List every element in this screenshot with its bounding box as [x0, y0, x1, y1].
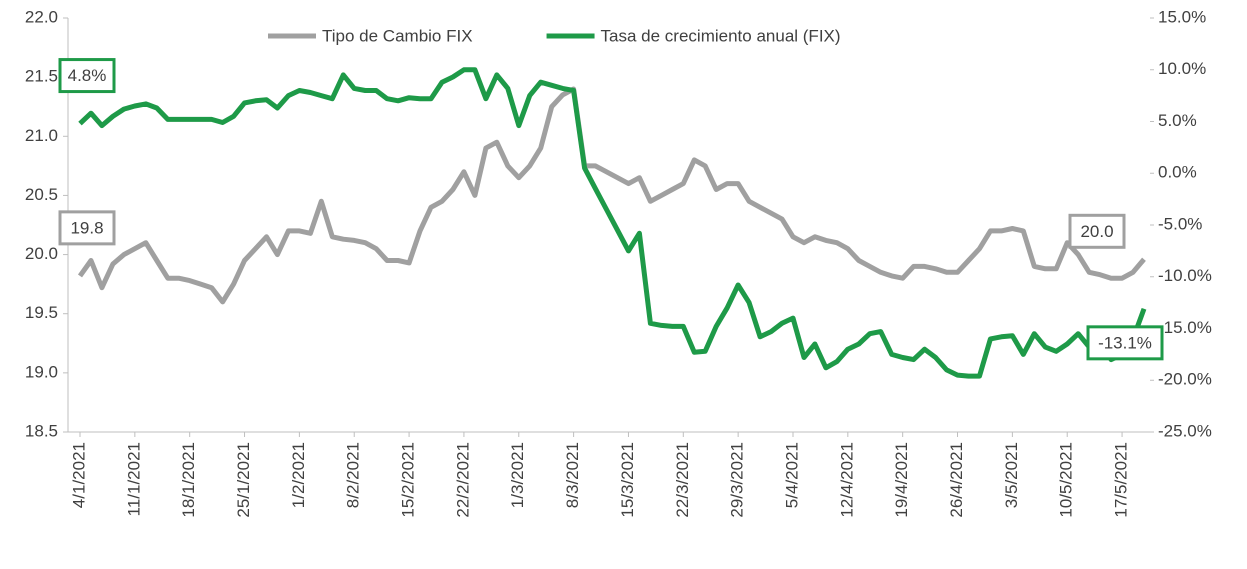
y2-tick-label: 0.0%: [1158, 163, 1197, 182]
legend-label: Tipo de Cambio FIX: [322, 26, 473, 45]
x-tick-label: 4/1/2021: [69, 442, 88, 508]
callout-box: [58, 58, 116, 94]
data-label: 20.0: [1080, 222, 1113, 241]
y-tick-label: 20.5: [25, 185, 58, 204]
x-tick-label: 1/2/2021: [289, 442, 308, 508]
y2-tick-label: -15.0%: [1158, 318, 1212, 337]
data-label: -13.1%: [1098, 333, 1152, 352]
data-label: 4.8%: [68, 66, 107, 85]
y2-tick-label: 5.0%: [1158, 111, 1197, 130]
y-tick-label: 20.0: [25, 244, 58, 263]
y2-tick-label: 15.0%: [1158, 7, 1206, 26]
x-tick-label: 8/2/2021: [344, 442, 363, 508]
y2-tick-label: -5.0%: [1158, 214, 1202, 233]
x-tick-label: 5/4/2021: [782, 442, 801, 508]
x-tick-label: 26/4/2021: [947, 442, 966, 518]
x-tick-label: 22/3/2021: [673, 442, 692, 518]
y-tick-label: 22.0: [25, 7, 58, 26]
x-tick-label: 11/1/2021: [124, 442, 143, 516]
y-tick-label: 19.0: [25, 362, 58, 381]
legend-label: Tasa de crecimiento anual (FIX): [601, 26, 841, 45]
data-label: 19.8: [70, 218, 103, 237]
x-tick-label: 15/2/2021: [399, 442, 418, 518]
callout-box: [1086, 325, 1164, 361]
x-tick-label: 3/5/2021: [1002, 442, 1021, 508]
x-tick-label: 22/2/2021: [453, 442, 472, 518]
x-tick-label: 19/4/2021: [892, 442, 911, 518]
y2-tick-label: -10.0%: [1158, 266, 1212, 285]
y-tick-label: 18.5: [25, 421, 58, 440]
y-tick-label: 19.5: [25, 303, 58, 322]
y-tick-label: 21.5: [25, 67, 58, 86]
x-tick-label: 1/3/2021: [508, 442, 527, 508]
callout-box: [1068, 213, 1126, 249]
y2-tick-label: -25.0%: [1158, 421, 1212, 440]
x-tick-label: 18/1/2021: [179, 442, 198, 518]
x-tick-label: 12/4/2021: [837, 442, 856, 518]
series-line: [78, 67, 1147, 379]
x-tick-label: 25/1/2021: [234, 442, 253, 518]
y2-tick-label: 10.0%: [1158, 59, 1206, 78]
x-tick-label: 10/5/2021: [1057, 442, 1076, 518]
x-tick-label: 17/5/2021: [1112, 442, 1131, 518]
x-tick-label: 15/3/2021: [618, 442, 637, 518]
x-tick-label: 29/3/2021: [728, 442, 747, 518]
y2-tick-label: -20.0%: [1158, 370, 1212, 389]
callout-box: [58, 210, 116, 246]
series-line: [77, 86, 1146, 305]
y-tick-label: 21.0: [25, 126, 58, 145]
x-tick-label: 8/3/2021: [563, 442, 582, 508]
